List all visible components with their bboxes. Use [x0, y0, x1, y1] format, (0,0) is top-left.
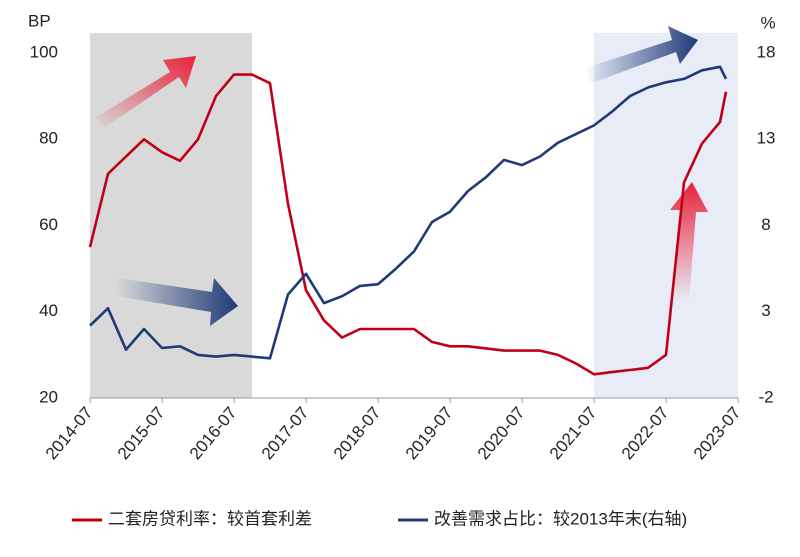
y2-tick-label: -2: [758, 387, 773, 406]
y-unit: BP: [28, 11, 51, 30]
x-tick-label: 2015-07: [114, 403, 169, 463]
x-tick-label: 2014-07: [42, 403, 97, 463]
series-line: [89, 65, 728, 360]
legend-label: 二套房贷利率：较首套利差: [108, 509, 312, 528]
x-tick-label: 2022-07: [618, 403, 673, 463]
y2-tick-label: 18: [757, 42, 776, 61]
y-tick-label: 40: [39, 301, 58, 320]
y2-unit: %: [760, 13, 775, 32]
x-tick-label: 2016-07: [186, 403, 241, 463]
x-tick-label: 2017-07: [258, 403, 313, 463]
y-tick-label: 20: [39, 387, 58, 406]
y2-tick-label: 3: [761, 301, 770, 320]
y-tick-label: 80: [39, 129, 58, 148]
arrow: [116, 278, 238, 326]
y2-tick-label: 13: [757, 129, 776, 148]
arrow: [585, 26, 698, 84]
arrow: [670, 182, 708, 302]
x-tick-label: 2020-07: [474, 403, 529, 463]
x-tick-label: 2021-07: [546, 403, 601, 463]
y-tick-label: 100: [30, 42, 58, 61]
shaded-period: [594, 33, 738, 398]
x-tick-label: 2018-07: [330, 403, 385, 463]
arrow: [95, 56, 196, 128]
x-tick-label: 2023-07: [690, 403, 745, 463]
legend-label: 改善需求占比：较2013年末(右轴): [434, 509, 687, 528]
trend-arrows: [95, 26, 708, 326]
series-line: [88, 73, 728, 376]
y2-tick-label: 8: [761, 215, 770, 234]
x-tick-label: 2019-07: [402, 403, 457, 463]
y-tick-label: 60: [39, 215, 58, 234]
shaded-period: [90, 33, 252, 398]
